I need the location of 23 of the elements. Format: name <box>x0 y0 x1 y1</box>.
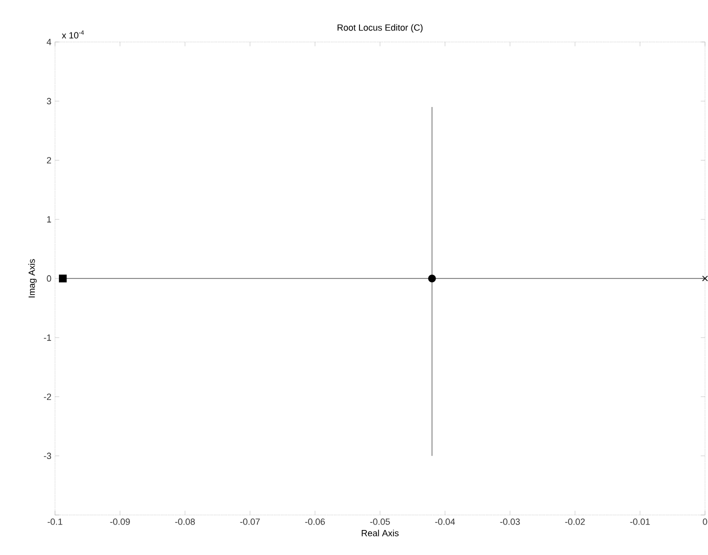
y-tick-label: 2 <box>46 157 52 164</box>
y-tick-label: -3 <box>44 452 52 460</box>
x-tick-label: -0.07 <box>240 518 260 525</box>
x-tick-label: -0.01 <box>630 518 650 525</box>
x-tick-label: -0.08 <box>175 518 195 525</box>
y-tick-label: -2 <box>44 394 52 400</box>
y-tick-label: 3 <box>46 98 52 104</box>
y-tick-label: 4 <box>46 38 52 46</box>
y-tick-label: 1 <box>47 216 52 222</box>
x-axis-title: Real Axis <box>362 530 399 536</box>
x-tick-label: 0 <box>702 518 708 525</box>
x-tick-label: -0.09 <box>110 518 130 525</box>
y-tick-label: -1 <box>44 334 52 341</box>
text: x 10$^{-4}$ <box>62 30 84 38</box>
y-tick-label: 0 <box>46 275 52 282</box>
x-tick-label: -0.1 <box>48 518 62 525</box>
x-tick-label: -0.06 <box>305 518 325 525</box>
x-tick-label: -0.04 <box>435 518 455 525</box>
x-tick-label: -0.02 <box>565 518 585 525</box>
x-tick-label: -0.05 <box>370 518 390 525</box>
chart-title: Root Locus Editor (C) <box>338 24 423 32</box>
x-tick-label: -0.03 <box>500 518 520 525</box>
y-axis-title: Imag Axis <box>28 259 37 298</box>
